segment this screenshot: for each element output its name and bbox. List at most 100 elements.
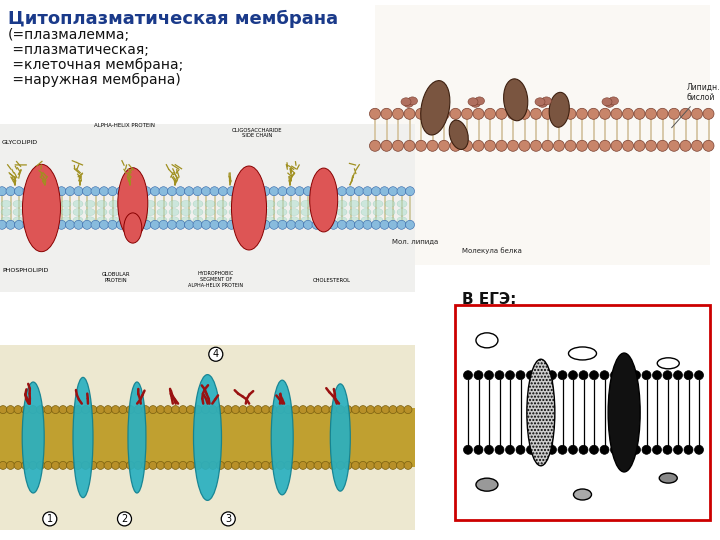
Circle shape: [142, 461, 150, 469]
Circle shape: [329, 461, 337, 469]
Ellipse shape: [541, 97, 552, 105]
Circle shape: [246, 461, 254, 469]
Ellipse shape: [217, 200, 227, 207]
Circle shape: [695, 446, 703, 454]
Circle shape: [66, 461, 74, 469]
Circle shape: [320, 220, 330, 230]
Ellipse shape: [325, 217, 335, 224]
Circle shape: [600, 446, 609, 454]
Ellipse shape: [385, 200, 395, 207]
Circle shape: [104, 461, 112, 469]
Circle shape: [81, 406, 89, 414]
Circle shape: [119, 461, 127, 469]
Circle shape: [621, 446, 630, 454]
Ellipse shape: [420, 80, 450, 135]
Ellipse shape: [193, 200, 203, 207]
Circle shape: [485, 109, 495, 119]
Circle shape: [642, 370, 651, 380]
Circle shape: [168, 187, 176, 195]
Circle shape: [346, 220, 355, 230]
Circle shape: [322, 461, 330, 469]
Text: 2: 2: [122, 514, 127, 524]
Circle shape: [142, 220, 151, 230]
Circle shape: [66, 187, 74, 195]
Circle shape: [149, 406, 157, 414]
Circle shape: [344, 461, 352, 469]
Circle shape: [404, 109, 415, 119]
Ellipse shape: [61, 217, 71, 224]
Circle shape: [235, 187, 245, 195]
Circle shape: [366, 461, 374, 469]
Circle shape: [531, 109, 541, 119]
Circle shape: [569, 370, 577, 380]
Circle shape: [209, 461, 217, 469]
Circle shape: [382, 461, 390, 469]
Ellipse shape: [271, 380, 293, 495]
Circle shape: [6, 406, 14, 414]
Circle shape: [397, 220, 406, 230]
Circle shape: [14, 187, 24, 195]
Ellipse shape: [310, 168, 338, 232]
Ellipse shape: [145, 217, 155, 224]
Ellipse shape: [97, 208, 107, 215]
Ellipse shape: [349, 208, 359, 215]
Circle shape: [542, 109, 553, 119]
Circle shape: [210, 187, 219, 195]
Circle shape: [404, 406, 412, 414]
Circle shape: [312, 187, 321, 195]
Circle shape: [569, 446, 577, 454]
Circle shape: [176, 187, 185, 195]
Circle shape: [0, 461, 7, 469]
Circle shape: [246, 406, 254, 414]
Ellipse shape: [133, 208, 143, 215]
Ellipse shape: [313, 217, 323, 224]
Circle shape: [312, 220, 321, 230]
Circle shape: [531, 140, 541, 151]
Ellipse shape: [118, 168, 148, 238]
Ellipse shape: [121, 217, 131, 224]
Circle shape: [253, 220, 261, 230]
Circle shape: [505, 446, 515, 454]
Ellipse shape: [401, 98, 411, 106]
Circle shape: [684, 446, 693, 454]
Bar: [375, 5, 710, 265]
Circle shape: [366, 406, 374, 414]
Ellipse shape: [397, 217, 407, 224]
Circle shape: [232, 461, 240, 469]
Circle shape: [346, 187, 355, 195]
Ellipse shape: [277, 208, 287, 215]
Circle shape: [495, 370, 504, 380]
Circle shape: [22, 461, 30, 469]
Ellipse shape: [474, 97, 485, 105]
Ellipse shape: [503, 79, 528, 121]
Circle shape: [389, 220, 397, 230]
Circle shape: [134, 406, 142, 414]
Circle shape: [96, 461, 104, 469]
Text: GLYCOLIPID: GLYCOLIPID: [2, 140, 38, 145]
Circle shape: [83, 220, 91, 230]
Circle shape: [217, 461, 225, 469]
Ellipse shape: [22, 382, 44, 493]
Circle shape: [37, 461, 45, 469]
Circle shape: [112, 406, 120, 414]
Circle shape: [354, 220, 364, 230]
Circle shape: [193, 220, 202, 230]
Ellipse shape: [301, 217, 311, 224]
Ellipse shape: [61, 208, 71, 215]
Circle shape: [450, 109, 461, 119]
Circle shape: [48, 187, 58, 195]
Circle shape: [397, 461, 405, 469]
Circle shape: [284, 406, 292, 414]
Circle shape: [673, 446, 683, 454]
Circle shape: [496, 109, 507, 119]
Circle shape: [292, 461, 300, 469]
Circle shape: [168, 220, 176, 230]
Ellipse shape: [325, 200, 335, 207]
Ellipse shape: [468, 98, 478, 106]
Ellipse shape: [289, 217, 299, 224]
Circle shape: [415, 140, 426, 151]
Ellipse shape: [181, 200, 191, 207]
Circle shape: [253, 187, 261, 195]
Circle shape: [112, 461, 120, 469]
Text: ALPHA-HELIX PROTEIN: ALPHA-HELIX PROTEIN: [94, 123, 155, 129]
